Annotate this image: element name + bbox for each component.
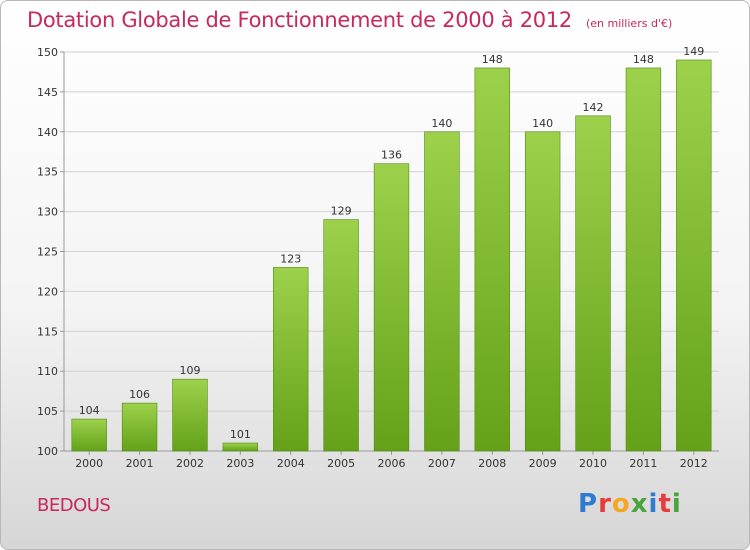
bars	[71, 59, 712, 452]
x-tick-label-2006: 2006	[378, 457, 406, 470]
y-tick-label: 110	[37, 365, 58, 378]
x-tick-label-2009: 2009	[529, 457, 557, 470]
value-label-2008: 148	[482, 53, 503, 66]
y-tick-label: 105	[37, 405, 58, 418]
value-label-2000: 104	[79, 404, 100, 417]
bar-2000	[71, 418, 107, 452]
x-tick-label-2011: 2011	[629, 457, 657, 470]
y-tick-label: 130	[37, 206, 58, 219]
bar-2010	[575, 115, 611, 452]
value-label-2009: 140	[532, 117, 553, 130]
data-labels: 104 106 109 101 123 129 136 140 148 140 142 148 149	[79, 45, 705, 441]
x-tick-label-2012: 2012	[680, 457, 708, 470]
y-tick-label: 140	[37, 126, 58, 139]
bar-2006	[373, 163, 410, 452]
bar-2007	[424, 131, 460, 452]
x-tick-label-2008: 2008	[478, 457, 506, 470]
logo-letter: t	[658, 489, 672, 519]
proxiti-logo: Proxiti	[578, 489, 682, 519]
logo-letter: i	[648, 489, 659, 519]
chart-title: Dotation Globale de Fonctionnement de 20…	[27, 8, 672, 32]
value-label-2011: 148	[633, 53, 654, 66]
value-label-2005: 129	[331, 205, 352, 218]
x-tick-label-2007: 2007	[428, 457, 456, 470]
value-label-2010: 142	[583, 101, 604, 114]
x-tick-label-2002: 2002	[176, 457, 204, 470]
logo-letter: P	[578, 489, 599, 519]
y-tick-label: 125	[37, 246, 58, 259]
bar-2001	[121, 402, 158, 452]
y-tick-label: 150	[37, 46, 58, 59]
value-label-2001: 106	[129, 388, 150, 401]
x-tick-label-2001: 2001	[126, 457, 154, 470]
value-label-2002: 109	[179, 364, 200, 377]
logo-letter: o	[611, 489, 631, 519]
bar-2002	[172, 378, 208, 452]
x-tick-label-2004: 2004	[277, 457, 305, 470]
value-label-2004: 123	[280, 252, 301, 265]
bar-2008	[474, 67, 510, 452]
logo-letter: x	[630, 489, 649, 519]
y-tick-label: 135	[37, 166, 58, 179]
bar-2011	[625, 67, 662, 452]
value-label-2007: 140	[431, 117, 452, 130]
bar-2005	[323, 219, 359, 452]
y-tick-label: 115	[37, 325, 58, 338]
y-tick-label: 120	[37, 285, 58, 298]
x-tick-label-2005: 2005	[327, 457, 355, 470]
bar-2003	[222, 442, 259, 452]
x-tick-label-2000: 2000	[75, 457, 103, 470]
logo-letter: i	[671, 489, 682, 519]
bar-2004	[273, 267, 309, 452]
value-label-2003: 101	[230, 428, 251, 441]
bar-2009	[524, 131, 561, 452]
chart-title-text: Dotation Globale de Fonctionnement de 20…	[27, 8, 572, 32]
value-label-2006: 136	[381, 149, 402, 162]
bar-2012	[676, 59, 712, 452]
x-tick-label-2003: 2003	[226, 457, 254, 470]
value-label-2012: 149	[683, 45, 704, 58]
chart-unit: (en milliers d'€)	[585, 17, 673, 30]
commune-name: BEDOUS	[37, 495, 111, 516]
y-tick-label: 145	[37, 86, 58, 99]
y-tick-label: 100	[37, 445, 58, 458]
logo-letter: r	[598, 489, 612, 519]
x-tick-label-2010: 2010	[579, 457, 607, 470]
